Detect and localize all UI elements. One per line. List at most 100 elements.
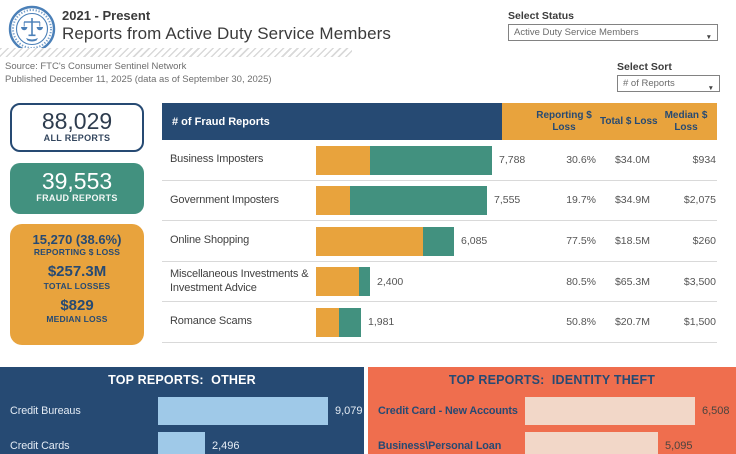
report-period: 2021 - Present xyxy=(62,8,151,23)
bar-segment-no-loss[interactable] xyxy=(370,145,492,175)
fraud-reports-value: 39,553 xyxy=(41,168,113,194)
median-loss-value: $829 xyxy=(60,296,94,314)
stat-card-fraud-reports: 39,553 FRAUD REPORTS xyxy=(10,163,144,214)
fraud-category-label: Online Shopping xyxy=(170,234,250,247)
median-loss-value: $3,500 xyxy=(683,275,716,288)
chevron-down-icon[interactable]: ▼ xyxy=(705,34,712,41)
stat-card-losses: 15,270 (38.6%) REPORTING $ LOSS $257.3M … xyxy=(10,224,144,345)
fraud-reports-bar[interactable] xyxy=(316,226,454,256)
total-losses-value: $257.3M xyxy=(47,263,107,281)
reporting-loss-pct: 50.8% xyxy=(566,316,596,329)
hatch-divider xyxy=(0,48,352,57)
panel-top-reports-other: TOP REPORTS: OTHER Credit Bureaus 9,079 Cr… xyxy=(0,367,364,454)
fraud-category-label: Business Imposters xyxy=(170,152,264,165)
bar-segment-reporting-loss[interactable] xyxy=(316,307,339,337)
panel-row: Credit Bureaus 9,079 xyxy=(0,397,364,425)
total-losses-label: TOTAL LOSSES xyxy=(43,280,111,291)
median-loss-label: MEDIAN LOSS xyxy=(46,314,108,325)
panel-category-label: Credit Bureaus xyxy=(10,405,81,417)
ftc-seal-icon xyxy=(8,5,56,53)
median-loss-value: $2,075 xyxy=(683,194,716,207)
panel-category-label: Credit Cards xyxy=(10,440,70,452)
sort-dropdown[interactable]: # of Reports ▼ xyxy=(617,75,720,92)
col-header-reporting-loss: Reporting $ Loss xyxy=(536,110,592,133)
panel-other-title: TOP REPORTS: OTHER xyxy=(108,373,256,387)
reporting-loss-value: 15,270 (38.6%) xyxy=(32,232,122,247)
select-status-label: Select Status xyxy=(508,10,574,22)
fraud-table-metric-headers: Reporting $ Loss Total $ Loss Median $ L… xyxy=(502,103,717,140)
panel-top-reports-identity-theft: TOP REPORTS: IDENTITY THEFT Credit Card … xyxy=(368,367,736,454)
fraud-reports-label: FRAUD REPORTS xyxy=(36,193,118,204)
reporting-loss-pct: 77.5% xyxy=(566,234,596,247)
col-header-median-loss: Median $ Loss xyxy=(664,110,708,133)
panel-category-label: Business\Personal Loan xyxy=(378,440,502,452)
bar-segment-no-loss[interactable] xyxy=(350,186,487,216)
published-line: Published December 11, 2025 (data as of … xyxy=(5,74,272,85)
all-reports-label: ALL REPORTS xyxy=(43,133,111,144)
panel-identity-title: TOP REPORTS: IDENTITY THEFT xyxy=(448,373,656,387)
total-loss-value: $20.7M xyxy=(614,316,650,329)
panel-bar[interactable] xyxy=(158,432,205,454)
panel-bar[interactable] xyxy=(525,397,695,425)
fraud-table-body: Business Imposters 7,788 30.6% $34.0M $934 Go… xyxy=(162,140,717,343)
median-loss-value: $1,500 xyxy=(683,316,716,329)
panel-row: Business\Personal Loan 5,095 xyxy=(368,432,736,454)
report-count-label: 7,555 xyxy=(494,194,521,207)
panel-row: Credit Card - New Accounts 6,508 xyxy=(368,397,736,425)
report-count-label: 2,400 xyxy=(377,275,404,288)
stat-card-all-reports: 88,029 ALL REPORTS xyxy=(10,103,144,152)
panel-value-label: 9,079 xyxy=(335,405,363,417)
total-loss-value: $65.3M xyxy=(614,275,650,288)
table-row: Romance Scams 1,981 50.8% $20.7M $1,500 xyxy=(162,302,717,343)
table-row: Government Imposters 7,555 19.7% $34.9M $2,0… xyxy=(162,181,717,222)
median-loss-value: $934 xyxy=(692,153,716,166)
panel-category-label: Credit Card - New Accounts xyxy=(378,405,518,417)
table-row: Miscellaneous Investments & Investment A… xyxy=(162,262,717,303)
source-line: Source: FTC's Consumer Sentinel Network xyxy=(5,61,187,72)
reporting-loss-label: REPORTING $ LOSS xyxy=(33,247,121,258)
fraud-reports-bar[interactable] xyxy=(316,307,361,337)
page-title: Reports from Active Duty Service Members xyxy=(62,24,391,43)
fraud-category-label: Miscellaneous Investments & Investment A… xyxy=(170,267,309,294)
fraud-table-title: # of Fraud Reports xyxy=(162,103,502,140)
status-dropdown[interactable]: Active Duty Service Members ▼ xyxy=(508,24,718,41)
table-row: Business Imposters 7,788 30.6% $34.0M $934 xyxy=(162,140,717,181)
bar-segment-no-loss[interactable] xyxy=(359,267,370,297)
bar-segment-reporting-loss[interactable] xyxy=(316,226,423,256)
fraud-category-label: Romance Scams xyxy=(170,315,252,328)
panel-value-label: 2,496 xyxy=(212,440,240,452)
reporting-loss-pct: 30.6% xyxy=(566,153,596,166)
reporting-loss-pct: 80.5% xyxy=(566,275,596,288)
bar-segment-no-loss[interactable] xyxy=(339,307,361,337)
all-reports-value: 88,029 xyxy=(41,108,113,134)
fraud-reports-bar[interactable] xyxy=(316,145,492,175)
report-count-label: 7,788 xyxy=(499,153,526,166)
report-count-label: 1,981 xyxy=(368,316,395,329)
bar-segment-reporting-loss[interactable] xyxy=(316,145,370,175)
total-loss-value: $18.5M xyxy=(614,234,650,247)
total-loss-value: $34.0M xyxy=(614,153,650,166)
panel-bar[interactable] xyxy=(525,432,658,454)
total-loss-value: $34.9M xyxy=(614,194,650,207)
sort-dropdown-value: # of Reports xyxy=(623,78,675,89)
median-loss-value: $260 xyxy=(692,234,716,247)
fraud-category-label: Government Imposters xyxy=(170,193,279,206)
panel-row: Credit Cards 2,496 xyxy=(0,432,364,454)
select-sort-label: Select Sort xyxy=(617,61,672,73)
col-header-total-loss: Total $ Loss xyxy=(600,115,658,127)
bar-segment-reporting-loss[interactable] xyxy=(316,186,350,216)
status-dropdown-value: Active Duty Service Members xyxy=(514,27,639,38)
report-count-label: 6,085 xyxy=(461,234,488,247)
fraud-reports-bar[interactable] xyxy=(316,186,487,216)
panel-value-label: 5,095 xyxy=(665,440,693,452)
bar-segment-reporting-loss[interactable] xyxy=(316,267,359,297)
reporting-loss-pct: 19.7% xyxy=(566,194,596,207)
panel-value-label: 6,508 xyxy=(702,405,730,417)
fraud-reports-bar[interactable] xyxy=(316,267,370,297)
bar-segment-no-loss[interactable] xyxy=(423,226,454,256)
panel-bar[interactable] xyxy=(158,397,328,425)
table-row: Online Shopping 6,085 77.5% $18.5M $260 xyxy=(162,221,717,262)
fraud-table-header: # of Fraud Reports Reporting $ Loss Tota… xyxy=(162,103,717,140)
chevron-down-icon[interactable]: ▼ xyxy=(707,85,714,92)
